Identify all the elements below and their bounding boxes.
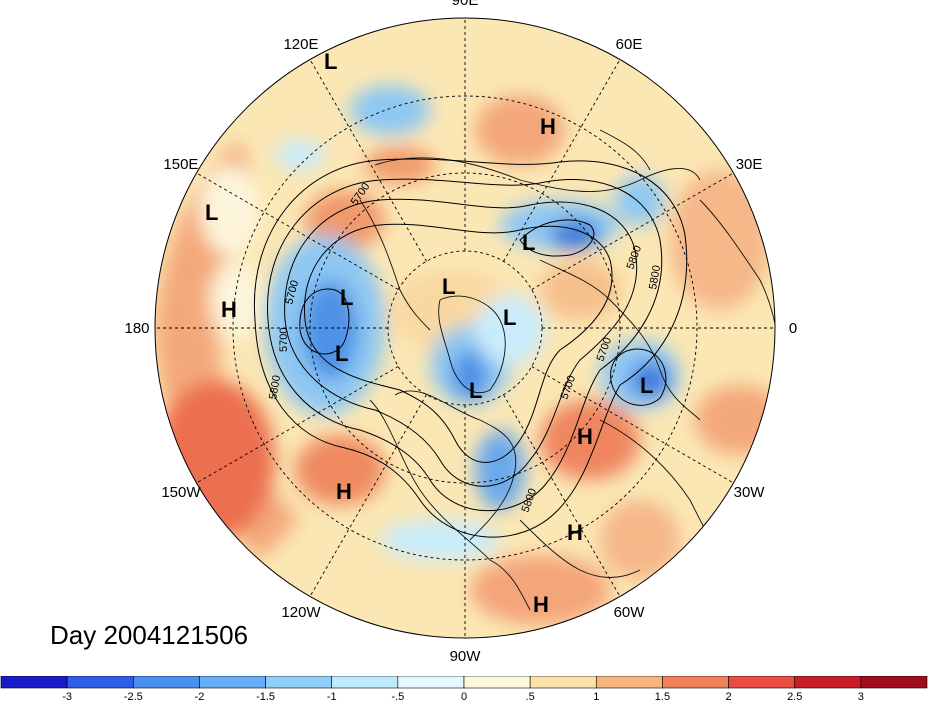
meridian-line xyxy=(196,172,399,290)
meridian-line xyxy=(309,394,427,597)
colorbar-label: -2.5 xyxy=(124,691,143,702)
date-label: Day 2004121506 xyxy=(50,620,249,650)
colorbar-label: -1.5 xyxy=(256,691,275,702)
contour-label: 5700 xyxy=(278,328,290,352)
colorbar-label: 0 xyxy=(461,691,467,702)
colorbar-label: -.5 xyxy=(391,691,404,702)
longitude-label: 0 xyxy=(789,320,797,337)
low-center: L xyxy=(335,341,348,366)
colorbar-swatch xyxy=(0,676,68,689)
colorbar-label: -2 xyxy=(195,691,205,702)
meridian-line xyxy=(196,366,399,484)
meridian-line xyxy=(531,172,734,290)
longitude-label: 150W xyxy=(161,484,201,501)
high-center: H xyxy=(336,479,352,504)
high-center: H xyxy=(221,297,237,322)
low-center: L xyxy=(469,378,482,403)
colorbar-label: 2 xyxy=(726,691,732,702)
longitude-label: 180 xyxy=(124,320,149,337)
colorbar-swatch xyxy=(66,676,134,689)
contour-label: 5800 xyxy=(267,374,283,400)
colorbar-swatch xyxy=(529,676,597,689)
colorbar-swatch xyxy=(662,676,729,689)
longitude-label: 120E xyxy=(283,36,318,53)
colorbar-label: 1.5 xyxy=(655,691,670,702)
high-center: H xyxy=(567,520,583,545)
colorbar-swatch xyxy=(331,676,399,689)
colorbar-label: -3 xyxy=(62,691,72,702)
meridian-line xyxy=(531,366,734,484)
colorbar-swatch xyxy=(860,676,928,689)
contour-label: 5800 xyxy=(647,264,663,290)
map-boundary xyxy=(154,17,776,639)
longitude-label: 90E xyxy=(452,0,479,9)
meridian-line xyxy=(503,394,621,597)
meridians xyxy=(155,18,775,638)
longitude-label: 60E xyxy=(616,36,643,53)
meridian-line xyxy=(503,59,621,262)
low-center: L xyxy=(522,230,535,255)
high-center: H xyxy=(577,424,593,449)
colorbar-swatch xyxy=(595,676,663,689)
colorbar-swatch xyxy=(265,676,333,689)
colorbar-swatch xyxy=(132,676,200,689)
pressure-centers: L H L L H L L L L L L H H H H xyxy=(205,49,653,617)
high-center: H xyxy=(533,592,549,617)
longitude-label: 60W xyxy=(614,604,646,621)
meridian-line xyxy=(309,59,427,262)
low-center: L xyxy=(205,200,218,225)
colorbar-label: .5 xyxy=(526,691,535,702)
longitude-labels: 90E 60E 30E 0 30W 60W 90W 120W 150W 180 150E 120E xyxy=(124,0,797,665)
low-center: L xyxy=(640,373,653,398)
longitude-label: 90W xyxy=(450,648,482,665)
colorbar-swatch xyxy=(397,676,465,689)
anomaly-field xyxy=(155,18,775,638)
low-center: L xyxy=(324,49,337,74)
longitude-label: 150E xyxy=(163,156,198,173)
colorbar: -3 -2.5 -2 -1.5 -1 -.5 0 .5 1 1.5 2 2.5 3 xyxy=(0,676,928,702)
low-center: L xyxy=(503,305,516,330)
longitude-label: 30W xyxy=(734,484,766,501)
colorbar-swatch xyxy=(199,676,266,689)
colorbar-swatch xyxy=(463,676,531,689)
longitude-label: 120W xyxy=(281,604,321,621)
colorbar-label: 2.5 xyxy=(787,691,802,702)
colorbar-label: -1 xyxy=(327,691,337,702)
coastlines xyxy=(359,129,775,611)
low-center: L xyxy=(442,274,455,299)
colorbar-swatch xyxy=(728,676,796,689)
high-center: H xyxy=(540,114,556,139)
colorbar-swatch xyxy=(794,676,862,689)
colorbar-label: 3 xyxy=(858,691,864,702)
height-contours xyxy=(253,158,688,538)
colorbar-label: 1 xyxy=(593,691,599,702)
low-center: L xyxy=(340,285,353,310)
longitude-label: 30E xyxy=(736,156,763,173)
